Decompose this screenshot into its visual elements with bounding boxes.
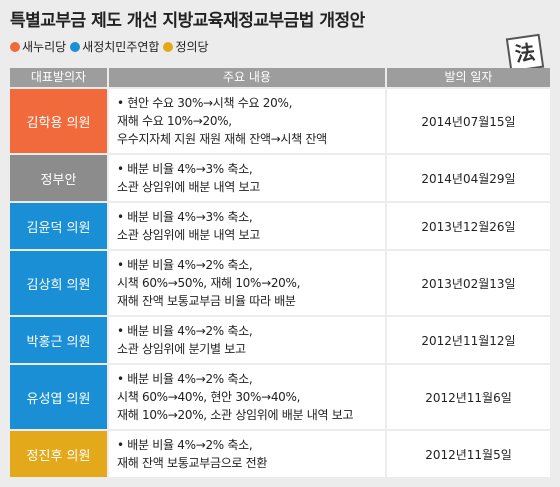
content-line: 재해 10%→20%, 소관 상임위에 배분 내역 보고 <box>117 408 354 422</box>
title: 특별교부금 제도 개선 지방교육재정교부금법 개정안 <box>10 11 365 31</box>
legend-item: 정의당 <box>163 38 209 55</box>
date-cell: 2014년04월29일 <box>387 155 550 201</box>
header-cell: 발의 일자 <box>387 68 550 87</box>
content-line: 재해 수요 10%→20%, <box>117 114 232 128</box>
proposer-cell: 정진후 의원 <box>10 431 107 477</box>
date-cell: 2012년11월5일 <box>387 431 550 477</box>
content-cell: • 배분 비율 4%→3% 축소, 소관 상임위에 배분 내역 보고 <box>109 203 385 249</box>
content-line: • 배분 비율 4%→2% 축소, <box>117 438 253 452</box>
proposer-cell: 김윤덕 의원 <box>10 203 107 249</box>
legend-item: 새정치민주연합 <box>70 38 159 55</box>
content-line: 소관 상임위에 배분 내역 보고 <box>117 228 260 242</box>
content-cell: • 배분 비율 4%→2% 축소, 시책 60%→40%, 현안 30%→40%,… <box>109 365 385 429</box>
legend: 새누리당 새정치민주연합 정의당 <box>10 38 209 55</box>
content-line: • 배분 비율 4%→3% 축소, <box>117 210 253 224</box>
proposer-cell: 김학용 의원 <box>10 89 107 153</box>
content-cell: • 배분 비율 4%→2% 축소, 재해 잔액 보통교부금으로 전환 <box>109 431 385 477</box>
content-line: • 현안 수요 30%→시책 수요 20%, <box>117 96 293 110</box>
header-cell: 주요 내용 <box>109 68 385 87</box>
legend-label: 정의당 <box>175 40 209 54</box>
content-line: 우수지자체 지원 재원 재해 잔액→시책 잔액 <box>117 132 327 146</box>
proposer-cell: 유성엽 의원 <box>10 365 107 429</box>
content-line: 재해 잔액 보통교부금 비율 따라 배분 <box>117 294 296 308</box>
content-cell: • 배분 비율 4%→2% 축소, 소관 상임위에 분기별 보고 <box>109 317 385 363</box>
content-line: 시책 60%→50%, 재해 10%→20%, <box>117 276 301 290</box>
proposer-cell: 박홍근 의원 <box>10 317 107 363</box>
content-cell: • 현안 수요 30%→시책 수요 20%, 재해 수요 10%→20%, 우수지자… <box>109 89 385 153</box>
proposer-cell: 정부안 <box>10 155 107 201</box>
proposer-cell: 김상희 의원 <box>10 251 107 315</box>
content-line: • 배분 비율 4%→3% 축소, <box>117 162 253 176</box>
content-line: • 배분 비율 4%→2% 축소, <box>117 324 253 338</box>
legend-item: 새누리당 <box>10 38 66 55</box>
header-cell: 대표발의자 <box>10 68 107 87</box>
legend-dot <box>163 42 174 52</box>
law-icon: 法 <box>505 33 545 73</box>
content-cell: • 배분 비율 4%→2% 축소, 시책 60%→50%, 재해 10%→20%,… <box>109 251 385 315</box>
content-line: 시책 60%→40%, 현안 30%→40%, <box>117 390 301 404</box>
date-cell: 2012년11월12일 <box>387 317 550 363</box>
content-line: • 배분 비율 4%→2% 축소, <box>117 258 253 272</box>
legend-dot <box>70 42 81 52</box>
legend-label: 새누리당 <box>22 40 67 54</box>
date-cell: 2013년12월26일 <box>387 203 550 249</box>
content-cell: • 배분 비율 4%→3% 축소, 소관 상임위에 배분 내역 보고 <box>109 155 385 201</box>
date-cell: 2013년02월13일 <box>387 251 550 315</box>
content-line: 소관 상임위에 배분 내역 보고 <box>117 180 260 194</box>
content-line: 재해 잔액 보통교부금으로 전환 <box>117 456 268 470</box>
legend-label: 새정치민주연합 <box>82 40 160 54</box>
date-cell: 2014년07월15일 <box>387 89 550 153</box>
legend-dot <box>10 42 20 52</box>
content-line: 소관 상임위에 분기별 보고 <box>117 342 246 356</box>
date-cell: 2012년11월6일 <box>387 365 550 429</box>
content-line: • 배분 비율 4%→2% 축소, <box>117 372 253 386</box>
